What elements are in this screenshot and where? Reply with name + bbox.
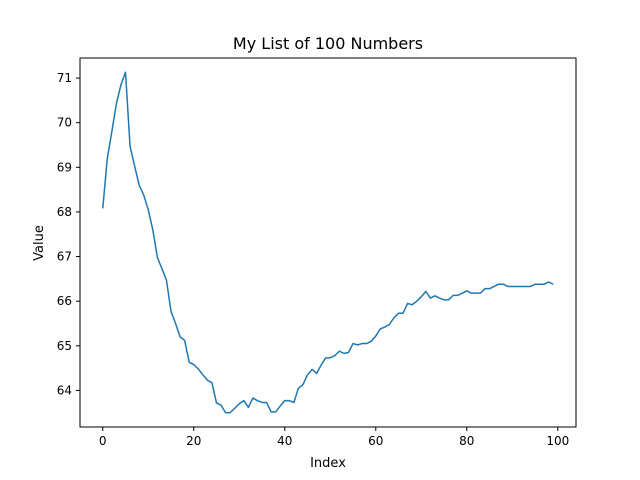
series-line	[102, 71, 554, 414]
x-tick-label: 60	[368, 434, 383, 448]
y-tick-label: 64	[57, 383, 72, 397]
axes-frame	[79, 57, 577, 428]
x-tick-label: 0	[99, 434, 107, 448]
x-tick-label: 80	[459, 434, 474, 448]
x-axis-label: Index	[310, 456, 346, 471]
x-tick-label: 100	[546, 434, 569, 448]
x-tick-label: 20	[186, 434, 201, 448]
y-tick-label: 66	[57, 294, 72, 308]
y-tick-label: 67	[57, 250, 72, 264]
plot-area	[102, 71, 554, 414]
y-axis-label: Value	[32, 225, 47, 261]
x-tick-label: 40	[277, 434, 292, 448]
y-tick-label: 69	[57, 160, 72, 174]
x-axis-ticks: 0 20 40 60 80 100	[99, 427, 569, 448]
y-tick-label: 70	[57, 116, 72, 130]
y-tick-label: 71	[57, 71, 72, 85]
y-tick-label: 65	[57, 339, 72, 353]
chart-title: My List of 100 Numbers	[233, 34, 423, 53]
y-tick-label: 68	[57, 205, 72, 219]
y-axis-ticks: 64 65 66 67 68 69 70 71	[57, 71, 80, 397]
